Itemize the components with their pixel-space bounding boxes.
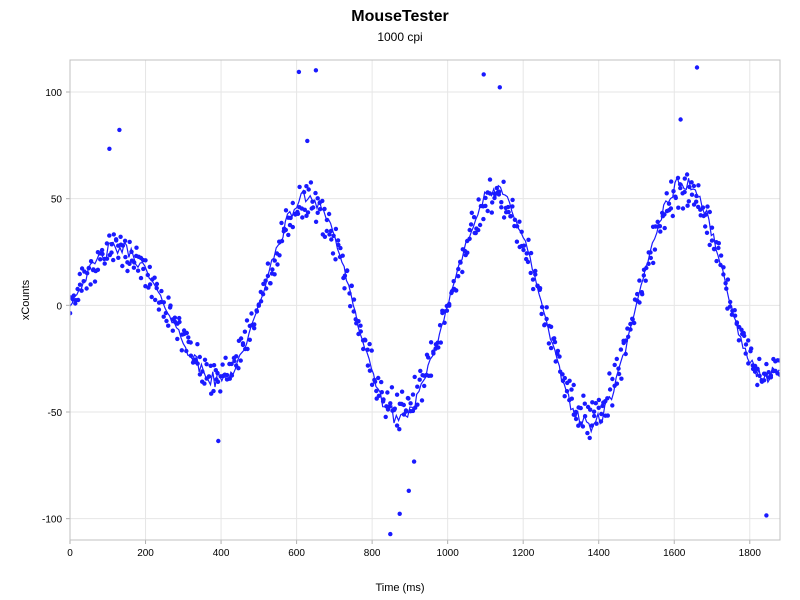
svg-text:1200: 1200 bbox=[512, 548, 535, 559]
plot-svg: 020040060080010001200140016001800-100-50… bbox=[0, 0, 800, 600]
svg-text:200: 200 bbox=[137, 548, 154, 559]
svg-text:1400: 1400 bbox=[588, 548, 611, 559]
svg-text:1000: 1000 bbox=[437, 548, 460, 559]
svg-text:100: 100 bbox=[45, 88, 62, 99]
svg-text:1600: 1600 bbox=[663, 548, 686, 559]
svg-text:0: 0 bbox=[67, 548, 73, 559]
svg-text:1800: 1800 bbox=[739, 548, 762, 559]
svg-text:400: 400 bbox=[213, 548, 230, 559]
svg-text:-100: -100 bbox=[42, 515, 62, 526]
svg-text:0: 0 bbox=[56, 301, 62, 312]
svg-text:50: 50 bbox=[51, 195, 63, 206]
mousetester-chart: MouseTester 1000 cpi xCounts Time (ms) 0… bbox=[0, 0, 800, 600]
svg-text:-50: -50 bbox=[48, 408, 63, 419]
svg-text:600: 600 bbox=[288, 548, 305, 559]
svg-text:800: 800 bbox=[364, 548, 381, 559]
